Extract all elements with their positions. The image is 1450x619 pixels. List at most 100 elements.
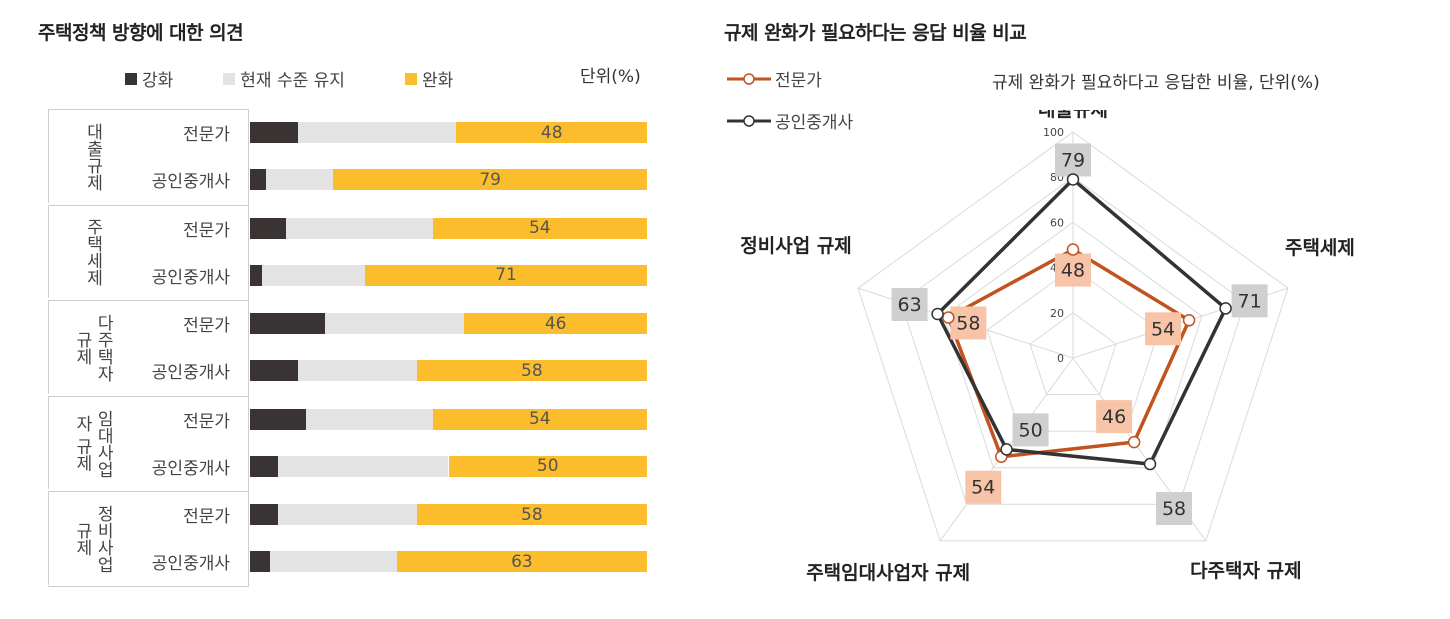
radar-series-broker-value-label: 63 [897,294,921,316]
bar-segment-maintain [297,122,457,143]
row-label: 전문가 [183,220,230,241]
radar-series-expert-value-label: 46 [1102,406,1126,428]
group-label: 정비사업 규제 [62,499,122,579]
radar-series-expert-value-label: 54 [971,477,995,499]
legend-label-maintain: 현재 수준 유지 [240,71,345,91]
radar-series-expert-value-box [1096,400,1133,434]
row-label: 공인중개사 [151,172,230,192]
legend-swatch-relax [404,72,417,85]
radar-series-expert-value-box [950,306,987,340]
group-label-text: 주택세제 [82,218,103,287]
radar-axis-label-redevelopment: 정비사업 규제 [740,235,852,257]
bar-value-label: 79 [479,169,501,190]
radar-series-broker-value-box [1231,284,1268,318]
group-label: 다주택자 규제 [62,308,122,388]
radar-axis-label-multi-home: 다주택자 규제 [1190,560,1302,582]
bar-segment-strengthen [250,122,298,143]
radar-legend-expert-marker [727,72,771,85]
radar-series-broker-point [1219,302,1232,315]
radar-grid-ring [943,221,1203,469]
radar-series-broker-value-box [891,288,928,322]
group-left-border [48,300,49,394]
radar-series-expert-line [946,247,1192,459]
legend-item-relax: 완화 [404,66,453,91]
radar-series-broker-value-box [1012,413,1049,447]
bar-segment-strengthen [250,264,262,286]
stacked-bar: 63 [250,551,647,573]
group-left-border [48,109,49,203]
bar-value-label: 54 [528,218,551,239]
stacked-bar: 50 [250,455,647,477]
stacked-bar: 58 [250,360,647,382]
bar-segment-relax [416,504,647,526]
left-chart-title: 주택정책 방향에 대한 의견 [38,22,244,44]
bar-segment-strengthen [250,360,298,382]
radar-grid-ring [857,131,1289,542]
stacked-bar: 79 [250,169,647,190]
bar-segment-strengthen [250,551,270,573]
group-divider [48,491,248,493]
stacked-bar: 54 [250,408,647,430]
radar-series-broker-line [935,177,1228,466]
bar-segment-relax [456,122,647,143]
bar-segment-strengthen [250,504,278,526]
group-left-border [48,491,49,585]
group-label-text: 다주택자 규제 [72,313,114,382]
legend-item-strengthen: 강화 [125,66,173,91]
radar-grid-ring [900,176,1246,505]
radar-tick-label: 60 [1050,216,1064,229]
bar-segment-relax [432,217,647,239]
bar-segment-maintain [265,169,334,190]
radar-legend-broker-label: 공인중개사 [775,113,854,133]
radar-series-expert-point [942,311,955,324]
radar-series-broker-value-label: 79 [1061,149,1085,171]
bar-segment-maintain [325,313,465,335]
left-chart-legend: 강화 현재 수준 유지 완화 [125,66,503,91]
bar-segment-maintain [297,360,417,382]
bar-value-label: 63 [511,551,533,572]
bar-segment-relax [416,360,647,382]
category-frame-right-border [248,109,249,587]
group-label-text: 대출규제 [82,122,103,191]
radar-series-broker-value-box [1055,143,1091,177]
bar-value-label: 58 [521,360,543,381]
radar-series-broker-value-label: 71 [1238,290,1262,312]
row-label: 공인중개사 [151,458,230,479]
group-divider [48,300,248,302]
bar-segment-relax [396,551,647,573]
legend-label-strengthen: 강화 [142,71,174,91]
radar-series-broker-point [1143,457,1157,471]
bar-segment-maintain [269,551,397,573]
radar-axis-label-loan: 대출규제 [1038,110,1108,121]
radar-tick-label: 20 [1050,307,1064,320]
bar-value-label: 48 [540,122,563,143]
bar-value-label: 58 [521,504,543,525]
radar-series-broker-point [1066,173,1080,186]
bar-segment-strengthen [250,408,306,430]
radar-series-expert-value-label: 58 [956,312,980,334]
bar-segment-strengthen [250,313,326,335]
row-label: 공인중개사 [151,363,230,384]
group-divider [48,395,248,397]
bar-value-label: 50 [536,456,559,477]
row-label: 공인중개사 [151,554,230,575]
bar-segment-strengthen [250,169,266,190]
radar-series-expert-value-label: 54 [1151,318,1175,340]
row-label: 전문가 [183,316,230,337]
right-chart-title: 규제 완화가 필요하다는 응답 비율 비교 [724,22,1027,44]
group-label-text: 정비사업 규제 [72,505,114,574]
radar-legend-broker-marker [727,114,771,127]
legend-swatch-maintain [223,72,236,85]
bar-segment-strengthen [250,455,278,477]
stacked-bar: 48 [250,122,647,143]
radar-axis-label-rental-business: 주택임대사업자 규제 [806,562,970,584]
group-divider [48,109,248,110]
radar-series-broker-value-label: 50 [1018,419,1042,441]
bar-segment-relax [333,169,647,190]
radar-tick-label: 100 [1043,126,1064,139]
left-chart-plot-area: 48 79 54 71 46 58 54 50 58 63 [250,109,647,587]
bar-segment-maintain [277,504,417,526]
legend-swatch-strengthen [125,72,137,85]
bar-segment-maintain [285,217,433,239]
